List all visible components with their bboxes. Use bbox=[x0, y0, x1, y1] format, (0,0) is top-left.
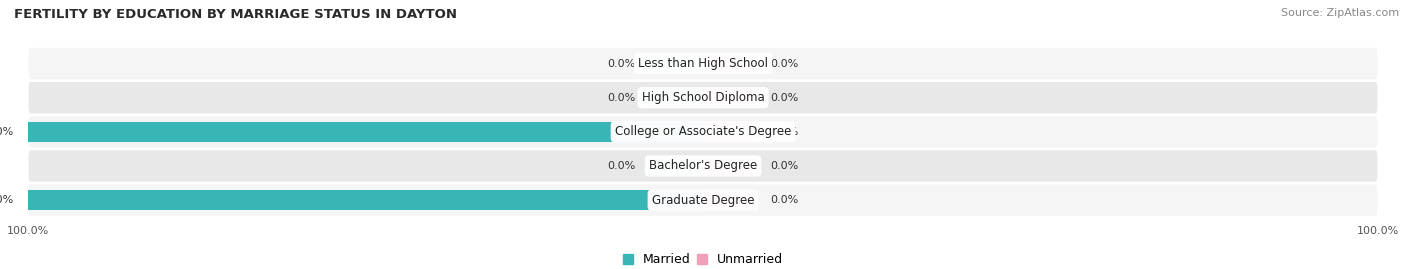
Text: 0.0%: 0.0% bbox=[770, 59, 799, 69]
Bar bbox=[703, 53, 756, 74]
Bar bbox=[703, 190, 756, 210]
Text: Graduate Degree: Graduate Degree bbox=[652, 194, 754, 207]
Bar bbox=[28, 190, 703, 210]
FancyBboxPatch shape bbox=[28, 81, 1378, 114]
Bar bbox=[650, 53, 703, 74]
Text: College or Associate's Degree: College or Associate's Degree bbox=[614, 125, 792, 138]
FancyBboxPatch shape bbox=[28, 183, 1378, 217]
Bar bbox=[650, 87, 703, 108]
Text: 0.0%: 0.0% bbox=[607, 59, 636, 69]
Text: 100.0%: 100.0% bbox=[0, 195, 14, 205]
Text: 0.0%: 0.0% bbox=[607, 161, 636, 171]
Bar bbox=[650, 156, 703, 176]
Text: 100.0%: 100.0% bbox=[0, 127, 14, 137]
Text: Less than High School: Less than High School bbox=[638, 57, 768, 70]
FancyBboxPatch shape bbox=[28, 149, 1378, 183]
Text: FERTILITY BY EDUCATION BY MARRIAGE STATUS IN DAYTON: FERTILITY BY EDUCATION BY MARRIAGE STATU… bbox=[14, 8, 457, 21]
Text: 0.0%: 0.0% bbox=[770, 93, 799, 103]
Bar bbox=[703, 87, 756, 108]
Bar bbox=[28, 122, 703, 142]
Text: Source: ZipAtlas.com: Source: ZipAtlas.com bbox=[1281, 8, 1399, 18]
Text: 0.0%: 0.0% bbox=[607, 93, 636, 103]
Legend: Married, Unmarried: Married, Unmarried bbox=[619, 248, 787, 269]
FancyBboxPatch shape bbox=[28, 47, 1378, 80]
Bar bbox=[703, 156, 756, 176]
Text: High School Diploma: High School Diploma bbox=[641, 91, 765, 104]
Text: 0.0%: 0.0% bbox=[770, 195, 799, 205]
Text: 0.0%: 0.0% bbox=[770, 161, 799, 171]
Text: 0.0%: 0.0% bbox=[770, 127, 799, 137]
FancyBboxPatch shape bbox=[28, 115, 1378, 148]
Bar bbox=[703, 122, 756, 142]
Text: Bachelor's Degree: Bachelor's Degree bbox=[650, 160, 756, 172]
